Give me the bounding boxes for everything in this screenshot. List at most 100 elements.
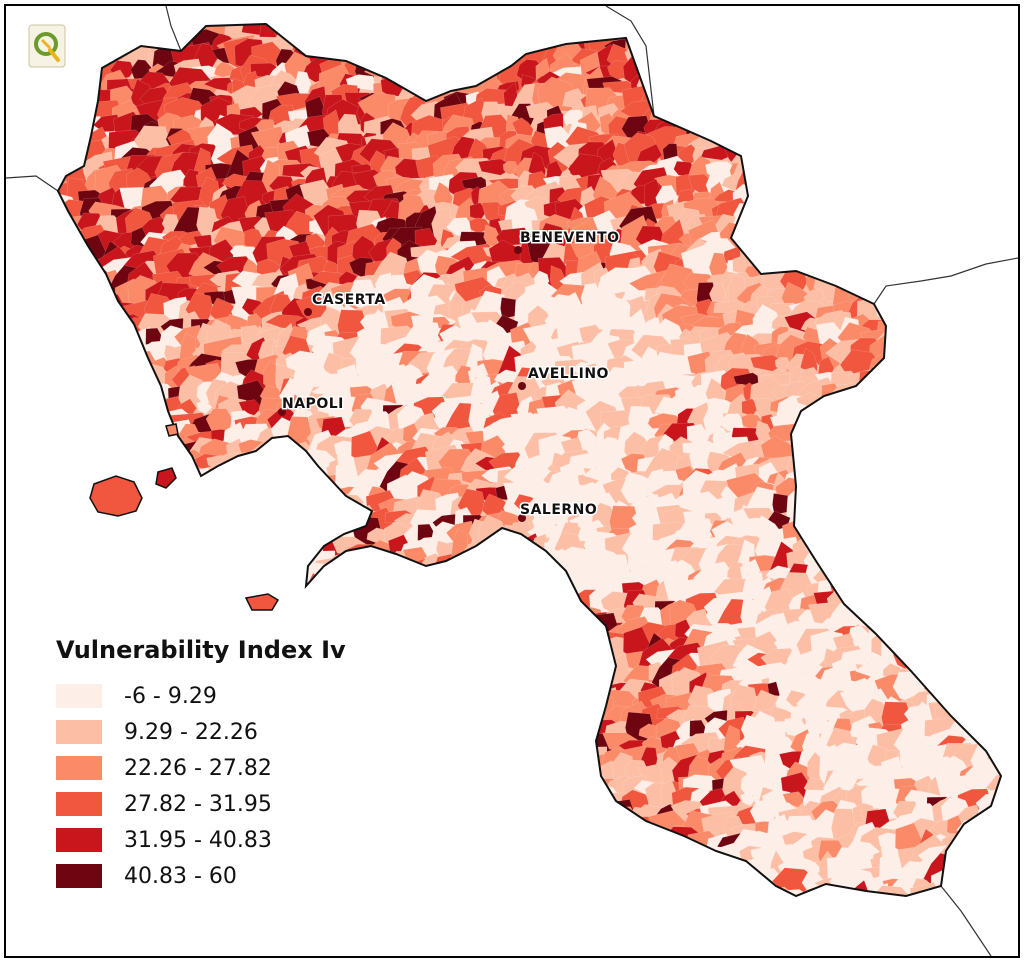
municipality-cell <box>406 818 449 841</box>
municipality-cell <box>912 512 945 533</box>
municipality-cell <box>376 47 419 69</box>
municipality-cell <box>58 127 66 152</box>
municipality-cell <box>982 65 1001 84</box>
municipality-cell <box>934 119 953 132</box>
municipality-cell <box>883 91 908 128</box>
municipality-cell <box>954 636 997 652</box>
municipality-cell <box>207 935 233 949</box>
municipality-cell <box>405 728 446 757</box>
municipality-cell <box>960 24 996 52</box>
municipality-cell <box>850 252 883 286</box>
municipality-cell <box>755 29 773 56</box>
municipality-cell <box>152 507 188 534</box>
municipality-cell <box>789 911 815 942</box>
municipality-cell <box>64 258 90 275</box>
municipality-cell <box>519 890 543 896</box>
municipality-cell <box>619 867 648 896</box>
municipality-cell <box>93 24 129 27</box>
municipality-cell <box>971 426 1001 441</box>
municipality-cell <box>545 774 579 803</box>
municipality-cell <box>273 578 307 607</box>
municipality-cell <box>859 198 903 227</box>
municipality-cell <box>112 947 141 956</box>
municipality-cell <box>111 531 141 559</box>
municipality-cell <box>717 920 754 936</box>
municipality-cell <box>433 840 461 869</box>
municipality-cell <box>878 188 901 208</box>
municipality-cell <box>364 798 393 832</box>
municipality-cell <box>373 872 390 893</box>
municipality-cell <box>972 340 1001 357</box>
municipality-cell <box>342 740 379 780</box>
municipality-cell <box>989 107 1001 127</box>
municipality-cell <box>511 619 545 651</box>
municipality-cell <box>981 479 998 502</box>
municipality-cell <box>588 806 631 823</box>
municipality-cell <box>137 918 177 936</box>
municipality-cell <box>916 609 958 632</box>
municipality-cell <box>708 6 730 23</box>
municipality-cell <box>477 574 504 608</box>
municipality-cell <box>285 24 318 30</box>
municipality-cell <box>184 566 233 582</box>
municipality-cell <box>563 848 585 870</box>
municipality-cell <box>497 634 519 661</box>
municipality-cell <box>416 852 444 884</box>
municipality-cell <box>911 920 939 936</box>
municipality-cell <box>971 675 1001 698</box>
municipality-cell <box>347 671 376 702</box>
municipality-cell <box>290 519 314 547</box>
legend-item: 27.82 - 31.95 <box>56 786 346 822</box>
municipality-cell <box>744 929 762 956</box>
municipality-cell <box>421 63 460 93</box>
municipality-cell <box>383 802 410 823</box>
municipality-cell <box>981 840 1001 871</box>
municipality-cell <box>531 581 556 601</box>
municipality-cell <box>58 302 70 341</box>
municipality-cell <box>58 552 84 569</box>
municipality-cell <box>835 24 882 33</box>
municipality-cell <box>992 875 1001 896</box>
municipality-cell <box>991 418 1001 457</box>
municipality-cell <box>123 456 163 477</box>
municipality-cell <box>462 711 490 748</box>
municipality-cell <box>802 24 847 33</box>
municipality-cell <box>58 543 91 559</box>
municipality-cell <box>365 895 399 896</box>
municipality-cell <box>206 900 229 918</box>
municipality-cell <box>58 514 79 554</box>
municipality-cell <box>995 921 1012 956</box>
municipality-cell <box>415 775 451 803</box>
municipality-cell <box>247 506 268 539</box>
municipality-cell <box>451 918 475 937</box>
municipality-cell <box>494 817 518 839</box>
municipality-cell <box>929 31 954 51</box>
municipality-cell <box>944 237 975 267</box>
municipality-cell <box>37 190 54 215</box>
municipality-cell <box>58 197 64 224</box>
municipality-cell <box>204 549 231 569</box>
municipality-cell <box>910 245 936 260</box>
municipality-cell <box>649 36 687 54</box>
municipality-cell <box>429 615 467 644</box>
municipality-cell <box>456 762 505 778</box>
municipality-cell <box>194 523 239 543</box>
municipality-cell <box>684 24 718 25</box>
municipality-cell <box>886 581 927 606</box>
municipality-cell <box>388 584 411 602</box>
municipality-cell <box>480 820 502 838</box>
municipality-cell <box>58 24 75 26</box>
municipality-cell <box>799 500 825 532</box>
municipality-cell <box>467 859 482 880</box>
municipality-cell <box>826 80 863 93</box>
municipality-cell <box>532 688 558 709</box>
svg-text:SALERNO: SALERNO <box>520 502 597 518</box>
municipality-cell <box>860 248 889 266</box>
municipality-cell <box>970 523 1001 543</box>
municipality-cell <box>914 302 936 322</box>
municipality-cell <box>983 167 1001 207</box>
municipality-cell <box>800 933 848 954</box>
municipality-cell <box>372 586 398 621</box>
municipality-cell <box>718 24 757 60</box>
municipality-cell <box>484 889 511 896</box>
